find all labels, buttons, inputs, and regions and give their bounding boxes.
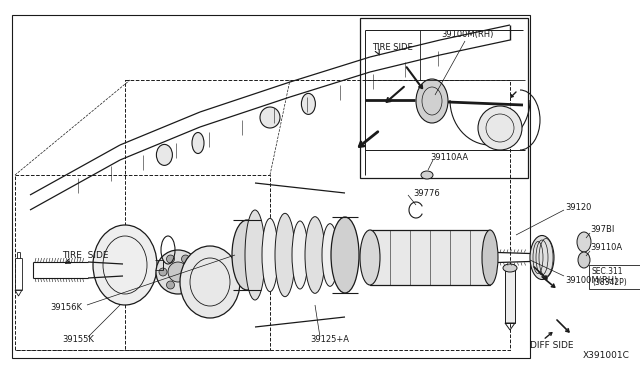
Text: 39155K: 39155K [62,336,94,344]
Text: 39776: 39776 [413,189,440,198]
Ellipse shape [578,252,590,268]
Text: (38342P): (38342P) [592,279,627,288]
Ellipse shape [530,235,554,279]
Text: 397BI: 397BI [590,225,614,234]
Ellipse shape [232,220,262,290]
Text: TIRE SIDE: TIRE SIDE [372,42,413,51]
Ellipse shape [292,221,308,289]
Text: 39156K: 39156K [50,304,82,312]
Bar [370,230,490,285]
Ellipse shape [416,79,448,123]
Bar [360,18,528,178]
Text: 39100M(RH): 39100M(RH) [565,276,618,285]
Ellipse shape [93,225,157,305]
Ellipse shape [360,230,380,285]
Ellipse shape [156,144,172,166]
Ellipse shape [421,171,433,179]
Ellipse shape [245,210,265,300]
Ellipse shape [275,213,295,296]
Text: 39100M(RH): 39100M(RH) [441,31,493,39]
Ellipse shape [335,220,355,290]
Text: 39110AA: 39110AA [430,154,468,163]
Text: 39110A: 39110A [590,244,622,253]
Circle shape [156,250,200,294]
Bar [125,80,510,350]
Circle shape [478,106,522,150]
Text: 39125+A: 39125+A [310,336,349,344]
Circle shape [182,255,189,263]
Ellipse shape [301,93,316,115]
Bar [15,175,270,350]
Ellipse shape [322,224,338,286]
Text: 39120: 39120 [565,202,591,212]
Text: TIRE  SIDE: TIRE SIDE [62,250,109,260]
Ellipse shape [262,218,278,292]
Bar [505,268,515,323]
Circle shape [159,268,167,276]
Ellipse shape [260,107,280,128]
Bar [12,15,530,358]
Circle shape [166,281,175,289]
Ellipse shape [482,230,498,285]
Ellipse shape [503,264,517,272]
Ellipse shape [305,217,325,294]
Text: X391001C: X391001C [583,351,630,360]
Ellipse shape [577,232,591,252]
Text: SEC.311: SEC.311 [592,267,623,276]
Ellipse shape [192,132,204,154]
Ellipse shape [180,246,240,318]
Bar [589,265,640,289]
Circle shape [182,281,189,289]
Ellipse shape [331,217,359,293]
Text: DIFF SIDE: DIFF SIDE [530,340,573,350]
Circle shape [189,268,197,276]
Circle shape [166,255,175,263]
Circle shape [168,262,188,282]
